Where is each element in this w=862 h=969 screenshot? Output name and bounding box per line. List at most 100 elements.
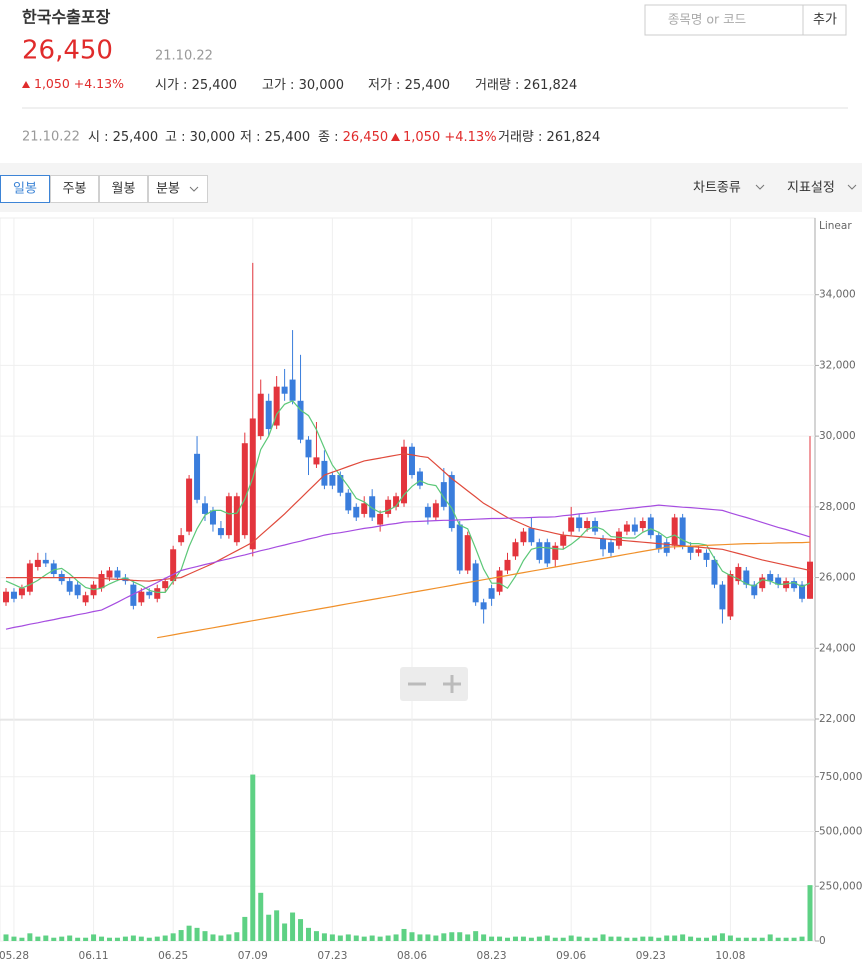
volume-bar (210, 934, 216, 941)
indicator-menu[interactable]: 지표설정 (787, 181, 835, 196)
volume-bar (791, 937, 797, 941)
volume-bar (600, 934, 606, 941)
candle-body (783, 581, 790, 589)
volume-bar (162, 935, 168, 941)
search-box[interactable] (644, 4, 804, 36)
volume-bar (361, 936, 367, 941)
candle-body (257, 393, 264, 437)
candle-body (249, 418, 256, 550)
candle-body (273, 386, 280, 426)
candle-body (424, 506, 431, 518)
candle-body (178, 535, 185, 543)
y-tick-label: 30,000 (819, 430, 856, 442)
chevron (189, 186, 199, 192)
candle-body (679, 517, 686, 546)
tab[interactable] (50, 175, 99, 203)
candle-body (74, 584, 81, 596)
volume-bar (568, 935, 574, 941)
candle-body (186, 478, 193, 532)
tab[interactable] (99, 175, 148, 203)
volume-bar (807, 885, 813, 941)
search-placeholder: 종목명 or 코드 (668, 12, 746, 27)
candle-body (671, 517, 678, 546)
x-tick-label: 09.06 (556, 950, 586, 962)
volume-bar (783, 937, 789, 941)
volume-bar (449, 932, 455, 941)
volume-bar (345, 934, 351, 941)
candle-body (623, 524, 630, 532)
moving-average-line (5, 400, 811, 593)
x-tick-label: 08.23 (477, 950, 507, 962)
volume-bar (608, 936, 614, 941)
volume-bar (242, 916, 248, 941)
candle-body (695, 549, 702, 553)
volume-bar (186, 925, 192, 941)
candle-body (297, 400, 304, 440)
chart-type-menu[interactable]: 차트종류 (693, 181, 741, 196)
x-tick-label: 07.23 (317, 950, 347, 962)
candle-body (130, 584, 137, 606)
volume-bar (282, 923, 288, 941)
volume-bar (497, 936, 503, 941)
candle-body (217, 528, 224, 536)
candle-body (385, 499, 392, 514)
volume-bar (290, 912, 296, 941)
summary-volume: 거래량 : 261,824 (498, 130, 600, 145)
volume-bar (560, 937, 566, 941)
volume-bar (711, 935, 717, 941)
summary-change: 1,050 +4.13% (403, 130, 497, 145)
candle-body (576, 517, 583, 529)
candle-body (401, 446, 408, 504)
candle-body (114, 570, 121, 578)
change: 1,050 +4.13% (34, 76, 124, 91)
candle-body (432, 503, 439, 518)
candle-body (560, 535, 567, 546)
y-tick-label: 26,000 (819, 572, 856, 584)
up-arrow (22, 81, 30, 88)
candle-body (703, 552, 710, 560)
candle-body (600, 538, 607, 550)
volume-bar (592, 937, 598, 941)
candle-body (791, 581, 798, 589)
candle-body (162, 581, 169, 589)
candle-body (82, 595, 89, 603)
candle-body (154, 588, 161, 599)
volume-bar (258, 892, 264, 941)
stat: 고가 : 30,000 (262, 78, 344, 93)
tab[interactable] (0, 175, 50, 203)
volume-bar (727, 935, 733, 941)
candle-body (767, 574, 774, 582)
volume-bar (27, 933, 33, 941)
volume-bar (234, 932, 240, 941)
x-tick-label: 10.08 (715, 950, 745, 962)
candle-body (106, 570, 113, 578)
volume-bar (194, 927, 200, 941)
tab[interactable] (148, 175, 208, 203)
volume-bar (775, 937, 781, 941)
volume-bar (425, 934, 431, 941)
candle-body (544, 542, 551, 564)
volume-bar (274, 910, 280, 941)
y-tick-label: 28,000 (819, 501, 856, 513)
candle-body (66, 581, 73, 592)
x-tick-label: 09.23 (636, 950, 666, 962)
candle-body (209, 510, 216, 525)
y-tick-label: 750,000 (819, 771, 862, 783)
y-tick-label: 34,000 (819, 289, 856, 301)
chevron (755, 184, 765, 190)
candle-body (170, 549, 177, 582)
volume-bar (696, 937, 702, 941)
volume-bar (305, 927, 311, 941)
candle-body (289, 379, 296, 401)
volume-bar (767, 934, 773, 941)
volume-bar (520, 936, 526, 941)
candle-body (711, 559, 718, 585)
candle-body (265, 400, 272, 430)
summary-item: 시 : 25,400 (88, 130, 158, 145)
volume-bar (298, 919, 304, 941)
volume-bar (624, 937, 630, 941)
add-button[interactable] (802, 4, 847, 36)
volume-bar (481, 934, 487, 941)
